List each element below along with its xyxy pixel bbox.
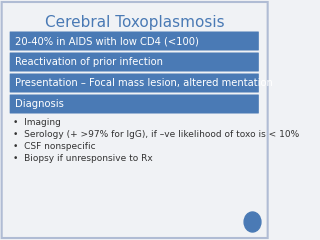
Circle shape [244,212,261,232]
FancyBboxPatch shape [10,73,259,92]
Text: Presentation – Focal mass lesion, altered mentation: Presentation – Focal mass lesion, altere… [15,78,273,88]
Text: •  Imaging: • Imaging [13,118,61,127]
Text: Diagnosis: Diagnosis [15,99,64,109]
FancyBboxPatch shape [10,31,259,50]
Text: Reactivation of prior infection: Reactivation of prior infection [15,57,163,67]
Text: •  CSF nonspecific: • CSF nonspecific [13,142,96,151]
Text: Cerebral Toxoplasmosis: Cerebral Toxoplasmosis [45,14,225,30]
FancyBboxPatch shape [10,95,259,114]
FancyBboxPatch shape [2,2,268,238]
Text: 20-40% in AIDS with low CD4 (<100): 20-40% in AIDS with low CD4 (<100) [15,36,199,46]
Text: •  Biopsy if unresponsive to Rx: • Biopsy if unresponsive to Rx [13,154,153,163]
FancyBboxPatch shape [10,53,259,72]
Text: •  Serology (+ >97% for IgG), if –ve likelihood of toxo is < 10%: • Serology (+ >97% for IgG), if –ve like… [13,130,300,139]
